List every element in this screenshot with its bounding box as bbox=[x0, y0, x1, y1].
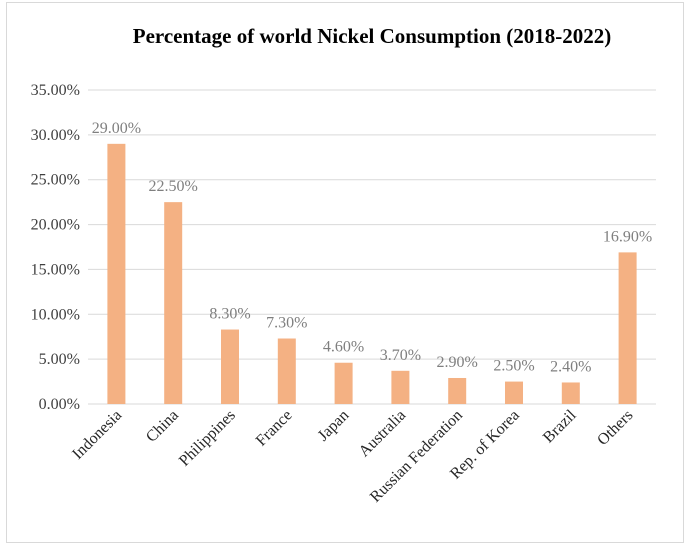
data-labels: 29.00% 22.50% 8.30% 7.30% 4.60% 3.70% 2.90% 2.5… bbox=[92, 120, 653, 376]
y-tick-label: 5.00% bbox=[39, 351, 80, 368]
data-label: 2.50% bbox=[493, 358, 534, 375]
bar bbox=[107, 143, 126, 405]
bar bbox=[334, 362, 353, 404]
y-axis-ticks: 0.00% 5.00% 10.00% 15.00% 20.00% 25.00% 30.00%… bbox=[31, 82, 80, 413]
y-tick-label: 0.00% bbox=[39, 396, 80, 413]
y-tick-label: 30.00% bbox=[31, 127, 80, 144]
data-label: 4.60% bbox=[323, 339, 364, 356]
bar bbox=[618, 252, 637, 404]
bar bbox=[561, 382, 580, 404]
bars bbox=[107, 143, 637, 405]
bar bbox=[277, 338, 296, 404]
y-tick-label: 15.00% bbox=[31, 261, 80, 278]
x-tick-label: Philippines bbox=[176, 407, 239, 470]
data-label: 16.90% bbox=[603, 228, 652, 245]
data-label: 3.70% bbox=[380, 347, 421, 364]
x-tick-label: Indonesia bbox=[69, 407, 125, 463]
x-tick-label: China bbox=[143, 407, 182, 446]
x-tick-label: Brazil bbox=[540, 406, 580, 446]
bar bbox=[391, 370, 410, 404]
chart-title: Percentage of world Nickel Consumption (… bbox=[133, 24, 611, 48]
data-label: 2.40% bbox=[550, 358, 591, 375]
data-label: 22.50% bbox=[149, 178, 198, 195]
y-tick-label: 35.00% bbox=[31, 82, 80, 99]
bar bbox=[505, 381, 523, 404]
data-label: 7.30% bbox=[266, 315, 307, 332]
y-tick-label: 20.00% bbox=[31, 217, 80, 234]
bar bbox=[221, 329, 239, 404]
x-tick-label: Japan bbox=[315, 407, 353, 445]
x-tick-label: France bbox=[253, 407, 296, 450]
gridlines bbox=[88, 89, 656, 405]
data-label: 2.90% bbox=[437, 354, 478, 371]
y-tick-label: 25.00% bbox=[31, 172, 80, 189]
x-tick-label: Others bbox=[594, 407, 636, 449]
data-label: 29.00% bbox=[92, 120, 141, 137]
bar bbox=[164, 202, 183, 404]
y-tick-label: 10.00% bbox=[31, 306, 80, 323]
bar bbox=[448, 377, 467, 404]
data-label: 8.30% bbox=[209, 306, 250, 323]
x-tick-label: Australia bbox=[356, 407, 409, 460]
